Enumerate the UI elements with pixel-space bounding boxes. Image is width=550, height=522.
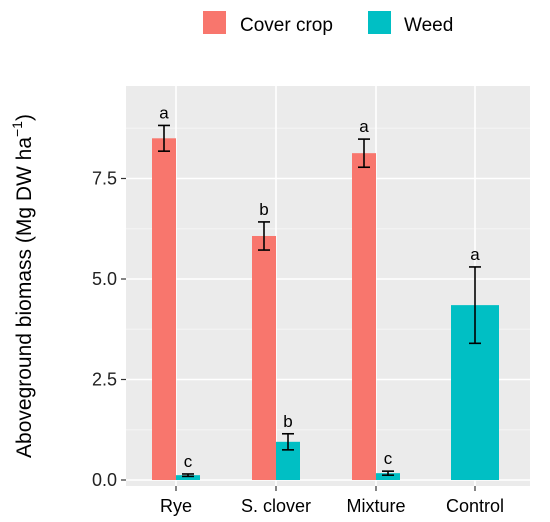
y-axis-title: Aboveground biomass (Mg DW ha−1)	[9, 114, 36, 458]
bar-cover-crop	[352, 153, 376, 480]
legend-swatch-weed	[368, 11, 391, 34]
y-axis-title-superscript: −1	[9, 121, 25, 137]
error-bars	[158, 124, 481, 478]
legend-swatch-cover-crop	[203, 11, 226, 34]
bar-weed	[376, 473, 400, 480]
x-tick-label: S. clover	[241, 496, 311, 516]
significance-letter: a	[159, 103, 169, 122]
legend-label-weed: Weed	[404, 15, 453, 36]
significance-letter: a	[470, 245, 480, 264]
significance-letter: b	[283, 412, 292, 431]
y-tick-label: 2.5	[92, 370, 117, 390]
y-tick-label: 0.0	[92, 470, 117, 490]
legend: Cover crop Weed	[203, 11, 453, 36]
bar-weed	[176, 475, 200, 480]
significance-letter: c	[384, 449, 393, 468]
y-tick-label: 5.0	[92, 269, 117, 289]
x-tick-label: Rye	[160, 496, 192, 516]
bar-cover-crop	[252, 235, 276, 480]
x-tick-label: Mixture	[346, 496, 405, 516]
legend-label-cover-crop: Cover crop	[240, 15, 333, 36]
significance-letter: c	[184, 452, 193, 471]
significance-labels: a c b b a c a	[159, 103, 480, 471]
y-axis-title-main: Aboveground biomass (Mg DW ha	[13, 137, 36, 458]
significance-letter: a	[359, 117, 369, 136]
x-axis: Rye S. clover Mixture Control	[160, 486, 504, 516]
y-axis-title-close: )	[13, 114, 36, 121]
y-axis: 0.0 2.5 5.0 7.5	[92, 169, 126, 490]
significance-letter: b	[259, 200, 268, 219]
x-tick-label: Control	[446, 496, 504, 516]
bar-cover-crop	[152, 138, 176, 481]
y-tick-label: 7.5	[92, 169, 117, 189]
